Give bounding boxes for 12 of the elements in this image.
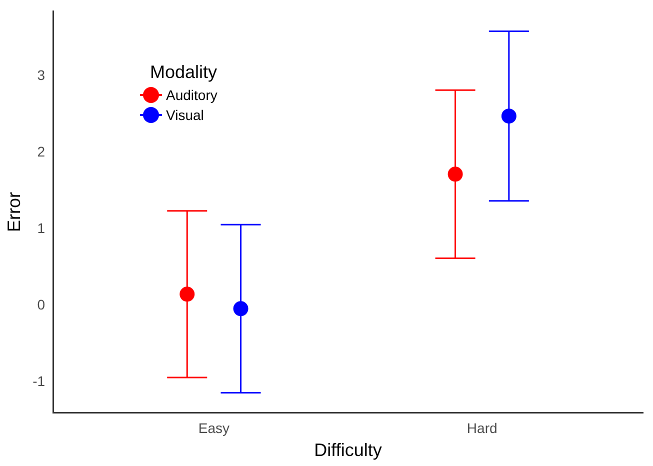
y-tick-label: 3 bbox=[37, 67, 46, 84]
y-tick-label: -1 bbox=[32, 372, 46, 389]
legend-label: Visual bbox=[166, 107, 204, 123]
legend-label: Auditory bbox=[166, 87, 218, 103]
y-tick-label: 0 bbox=[37, 296, 46, 312]
x-tick-label: Hard bbox=[466, 420, 498, 436]
x-tick-label: Easy bbox=[198, 420, 230, 436]
y-axis-title: Error bbox=[4, 192, 24, 232]
y-tick-label: 2 bbox=[37, 144, 46, 160]
legend-title: Modality bbox=[150, 62, 218, 83]
y-tick-label: 1 bbox=[37, 220, 46, 236]
x-axis-title: Difficulty bbox=[314, 440, 382, 460]
